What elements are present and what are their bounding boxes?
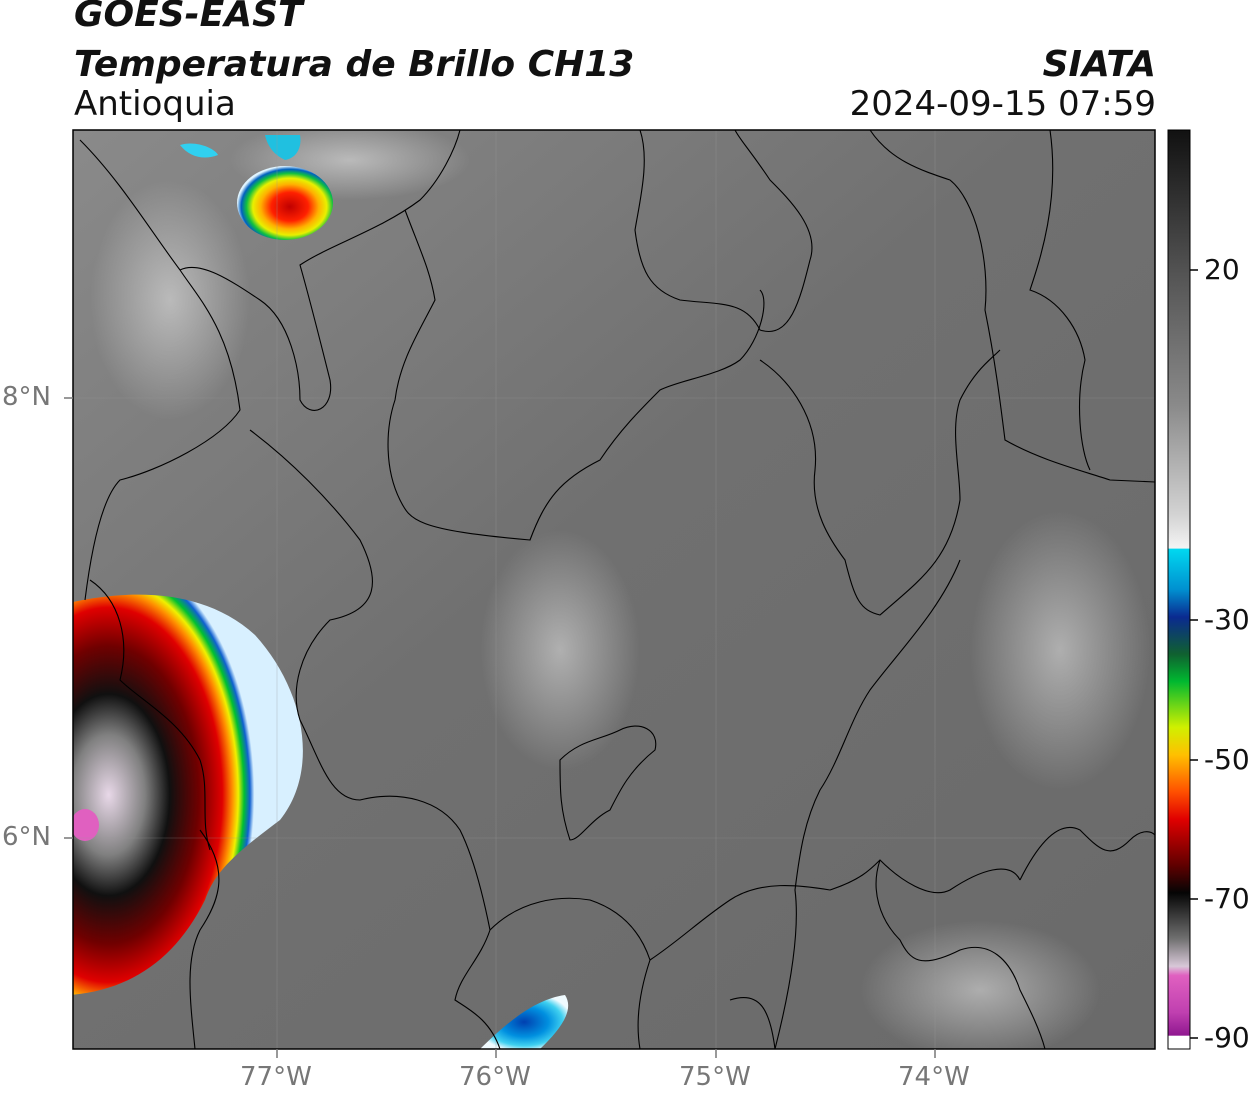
colorbar-ticks [1190, 269, 1198, 1039]
storm-north-strip [265, 135, 301, 160]
axis-ticks [64, 397, 936, 1058]
storm-north-small [180, 143, 218, 158]
storm-west [73, 594, 303, 995]
lat-tick-8n: 8°N [2, 382, 51, 412]
lon-tick-77w: 77°W [240, 1062, 312, 1092]
colorbar-label-neg70: -70 [1204, 882, 1250, 915]
graticule [73, 130, 1155, 1049]
storm-pink-core [73, 809, 99, 841]
storm-north [237, 166, 333, 240]
colorbar-label-neg50: -50 [1204, 743, 1250, 776]
colorbar-label-20: 20 [1204, 253, 1240, 286]
colorbar [1167, 129, 1191, 1050]
colorbar-label-neg30: -30 [1204, 603, 1250, 636]
borders [79, 130, 1155, 1049]
lon-tick-76w: 76°W [459, 1062, 531, 1092]
organization-label: SIATA [1042, 44, 1156, 85]
map-frame [72, 129, 1156, 1050]
storm-south [480, 995, 569, 1049]
lat-tick-6n: 6°N [2, 822, 51, 852]
timestamp-label: 2024-09-15 07:59 [849, 84, 1156, 124]
product-title: Temperatura de Brillo CH13 [74, 44, 635, 85]
satellite-title: GOES-EAST [74, 0, 303, 35]
lon-tick-75w: 75°W [679, 1062, 751, 1092]
map-imagery [73, 130, 1155, 1049]
lon-tick-74w: 74°W [898, 1062, 970, 1092]
colorbar-label-neg90: -90 [1204, 1021, 1250, 1054]
region-label: Antioquia [74, 84, 236, 124]
